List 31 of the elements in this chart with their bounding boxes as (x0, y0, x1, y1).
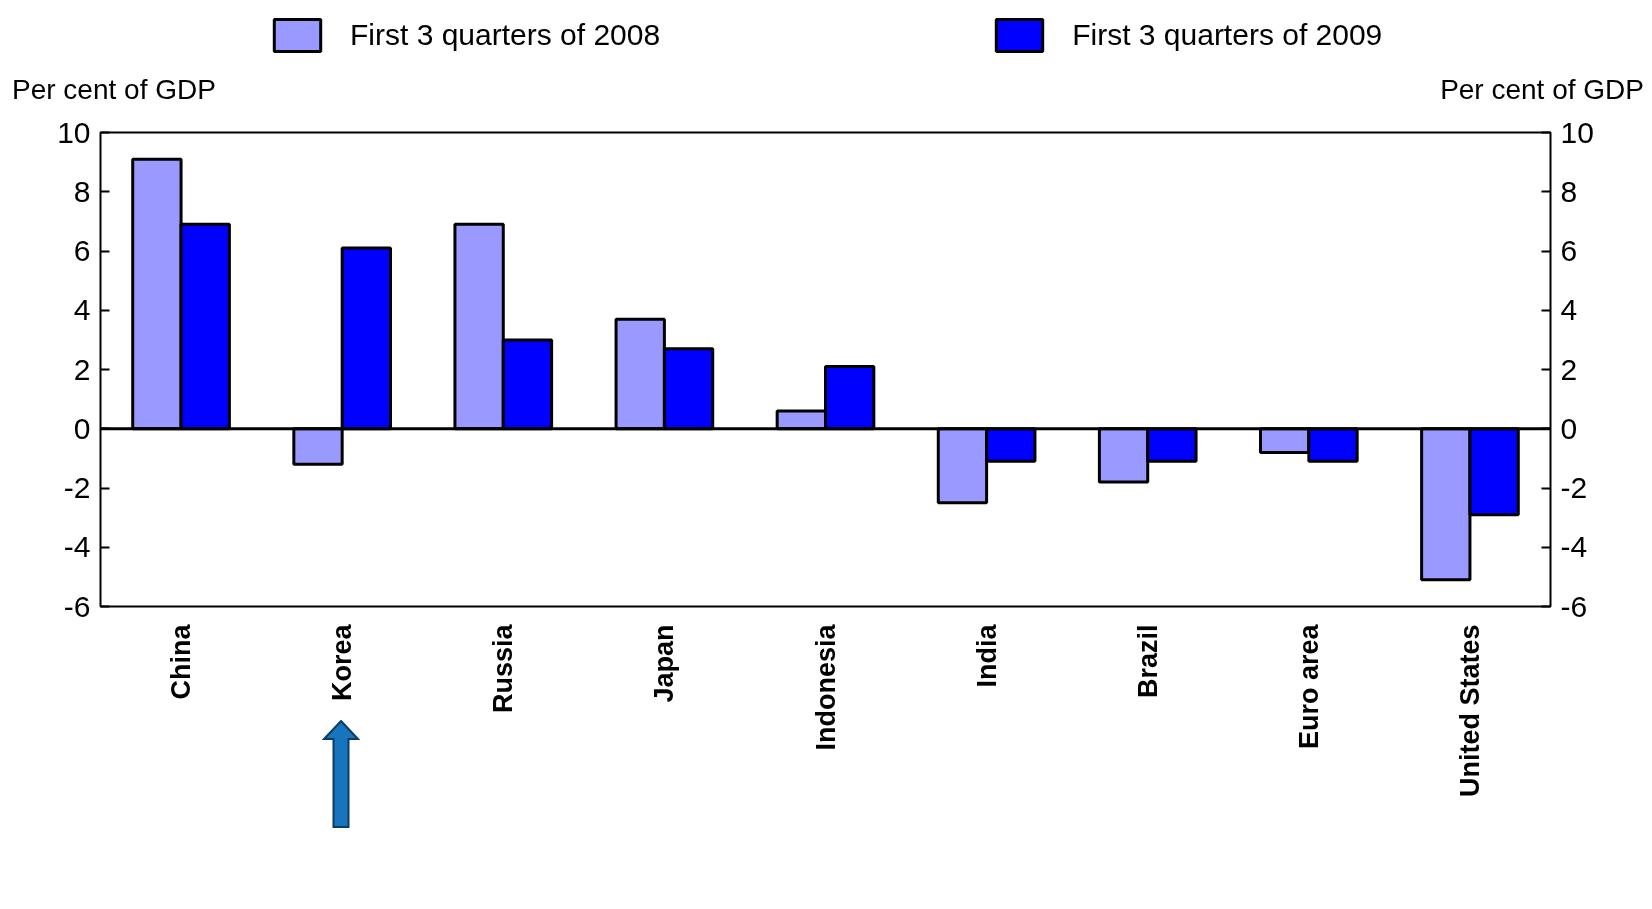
x-tick-label: Euro area (1293, 623, 1324, 750)
legend-label: First 3 quarters of 2009 (1072, 18, 1383, 52)
y2-tick-label: 8 (1560, 174, 1578, 208)
x-tick-label: Indonesia (810, 623, 841, 751)
y2-tick-label: -4 (1560, 530, 1588, 564)
y-tick-label: 6 (73, 234, 91, 267)
x-tick-label: Korea (327, 623, 358, 702)
y2-tick-label: 10 (1560, 115, 1594, 149)
x-tick-label: China (166, 623, 197, 700)
legend-label: First 3 quarters of 2008 (350, 18, 661, 52)
y2-tick-label: -6 (1560, 589, 1588, 623)
x-tick-label: India (971, 623, 1002, 688)
x-tick-label: Brazil (1132, 624, 1163, 699)
y-tick-label: 2 (73, 352, 91, 386)
y-tick-label: -4 (63, 530, 91, 564)
y2-axis-title: Per cent of GDP (1440, 73, 1644, 107)
y-tick-label: -6 (63, 589, 91, 623)
y-tick-label: 4 (73, 293, 91, 327)
y2-tick-label: 4 (1560, 293, 1578, 327)
y2-tick-label: 0 (1560, 411, 1578, 445)
x-tick-label: United States (1454, 624, 1485, 798)
y-axis-title: Per cent of GDP (12, 73, 216, 107)
y2-tick-label: -2 (1560, 471, 1588, 504)
y-tick-label: 8 (73, 174, 91, 208)
y2-tick-label: 6 (1560, 234, 1578, 267)
x-tick-label: Russia (488, 623, 519, 714)
y-tick-label: 0 (73, 411, 91, 445)
x-tick-label: Japan (649, 624, 680, 703)
y-tick-label: 10 (57, 115, 91, 149)
y-tick-label: -2 (63, 471, 91, 504)
y2-tick-label: 2 (1560, 352, 1578, 386)
